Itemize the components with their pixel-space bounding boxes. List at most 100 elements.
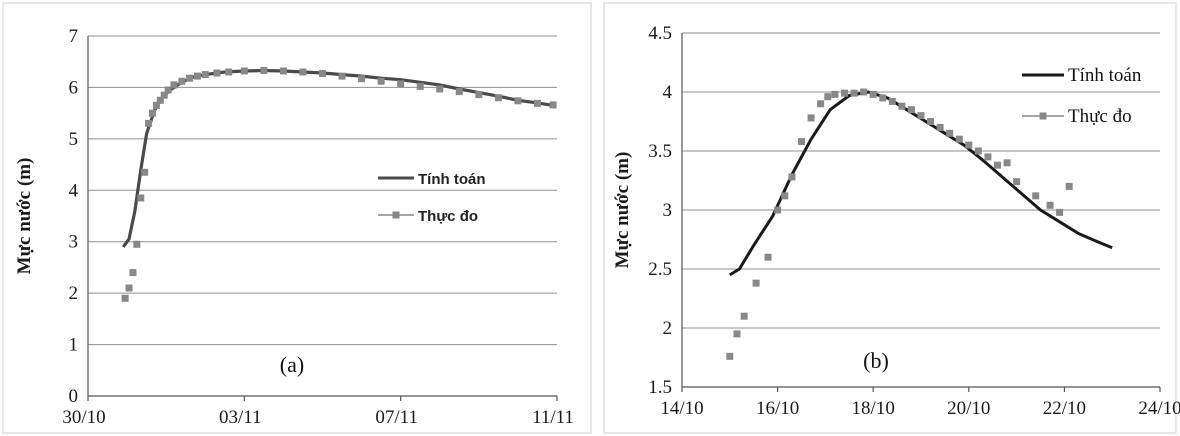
y-axis-label: Mực nước (m)	[612, 152, 633, 269]
series-line	[729, 90, 1113, 277]
panel-label: (a)	[280, 352, 304, 377]
data-point	[193, 72, 201, 80]
chart-a: 0 1 2 3 4 5 6 7 30/10 03/11 07/11 11/11 Mực nước (m)…	[14, 26, 574, 428]
data-point	[817, 100, 825, 108]
data-point	[455, 88, 463, 96]
y-tick-label: 3	[663, 200, 673, 221]
data-point	[965, 141, 973, 149]
data-point	[319, 70, 326, 78]
data-point	[1065, 182, 1073, 190]
data-point	[338, 72, 346, 80]
data-point	[733, 330, 741, 338]
y-tick-label: 2	[663, 318, 673, 339]
data-point	[514, 97, 522, 105]
x-tick-label: 16/10	[756, 398, 799, 419]
y-tick-label: 2	[69, 283, 79, 304]
data-point	[898, 102, 906, 110]
data-point	[927, 118, 935, 125]
x-tick-label: 18/10	[852, 398, 895, 419]
data-point	[533, 99, 541, 107]
data-point	[178, 77, 186, 85]
data-point	[170, 81, 178, 89]
x-tick-label: 20/10	[947, 398, 990, 419]
y-tick-label: 6	[69, 77, 79, 98]
y-tick-label: 4	[69, 180, 79, 201]
data-point	[788, 173, 796, 181]
data-point	[145, 119, 153, 127]
series-line	[121, 68, 554, 248]
data-point	[494, 94, 502, 102]
y-tick-label: 3	[69, 232, 79, 253]
legend-marker	[392, 211, 400, 219]
data-point	[475, 91, 483, 99]
data-point	[879, 94, 887, 102]
series-computed	[121, 68, 554, 248]
legend-entry: Thực đo	[378, 208, 478, 225]
data-point	[225, 68, 233, 76]
legend-label: Tính toán	[1068, 65, 1142, 86]
data-point	[121, 294, 129, 302]
data-point	[860, 88, 868, 96]
y-tick-label: 5	[69, 129, 79, 150]
data-point	[888, 97, 896, 105]
legend-entry: Thực đo	[1022, 106, 1132, 127]
data-point	[436, 85, 444, 93]
legend-entry: Tính toán	[1022, 65, 1142, 86]
data-point	[186, 74, 194, 82]
data-point	[907, 106, 915, 114]
legend-label: Thực đo	[1068, 106, 1132, 127]
data-point	[137, 194, 145, 202]
data-point	[740, 312, 748, 320]
data-point	[164, 86, 172, 94]
data-point	[377, 77, 385, 85]
panel-b-frame	[603, 2, 1177, 434]
data-point	[1046, 201, 1054, 209]
data-point	[133, 240, 141, 248]
x-tick-label: 03/11	[219, 407, 262, 428]
data-point	[240, 67, 248, 75]
data-point	[726, 352, 734, 360]
data-point	[993, 161, 1001, 169]
data-point	[955, 135, 963, 143]
x-tick-label: 11/11	[532, 407, 574, 428]
x-tick-label: 14/10	[660, 398, 703, 419]
data-point	[1003, 159, 1011, 167]
data-point	[1032, 192, 1040, 200]
y-tick-label: 3.5	[648, 141, 672, 162]
data-point	[1056, 208, 1064, 216]
x-tick-label: 24/10	[1138, 398, 1180, 419]
series-computed	[729, 90, 1113, 277]
panel-label: (b)	[863, 348, 889, 373]
data-point	[279, 67, 287, 75]
data-point	[850, 89, 858, 97]
data-point	[752, 279, 760, 287]
data-point	[936, 123, 944, 131]
data-point	[824, 93, 832, 101]
y-tick-label: 0	[69, 386, 79, 407]
data-point	[1013, 178, 1021, 186]
data-point	[129, 269, 137, 277]
data-point	[807, 114, 815, 122]
data-point	[774, 206, 782, 214]
y-tick-label: 7	[69, 26, 79, 47]
panel-a-frame	[2, 2, 592, 434]
series-observed	[726, 88, 1073, 360]
legend-entry: Tính toán	[378, 171, 486, 188]
data-point	[798, 138, 805, 146]
data-point	[299, 68, 307, 76]
data-point	[156, 96, 164, 104]
y-axis-label: Mực nước (m)	[14, 158, 35, 275]
data-point	[125, 284, 133, 292]
data-point	[869, 90, 877, 98]
data-point	[416, 82, 424, 90]
x-tick-label: 22/10	[1043, 398, 1086, 419]
data-point	[831, 90, 839, 98]
y-tick-label: 2.5	[648, 259, 672, 280]
data-point	[984, 153, 992, 161]
y-tick-label: 1	[69, 335, 79, 356]
data-point	[160, 91, 168, 99]
data-point	[917, 112, 925, 120]
legend-marker	[1039, 112, 1047, 120]
y-tick-label: 4.5	[648, 23, 672, 44]
